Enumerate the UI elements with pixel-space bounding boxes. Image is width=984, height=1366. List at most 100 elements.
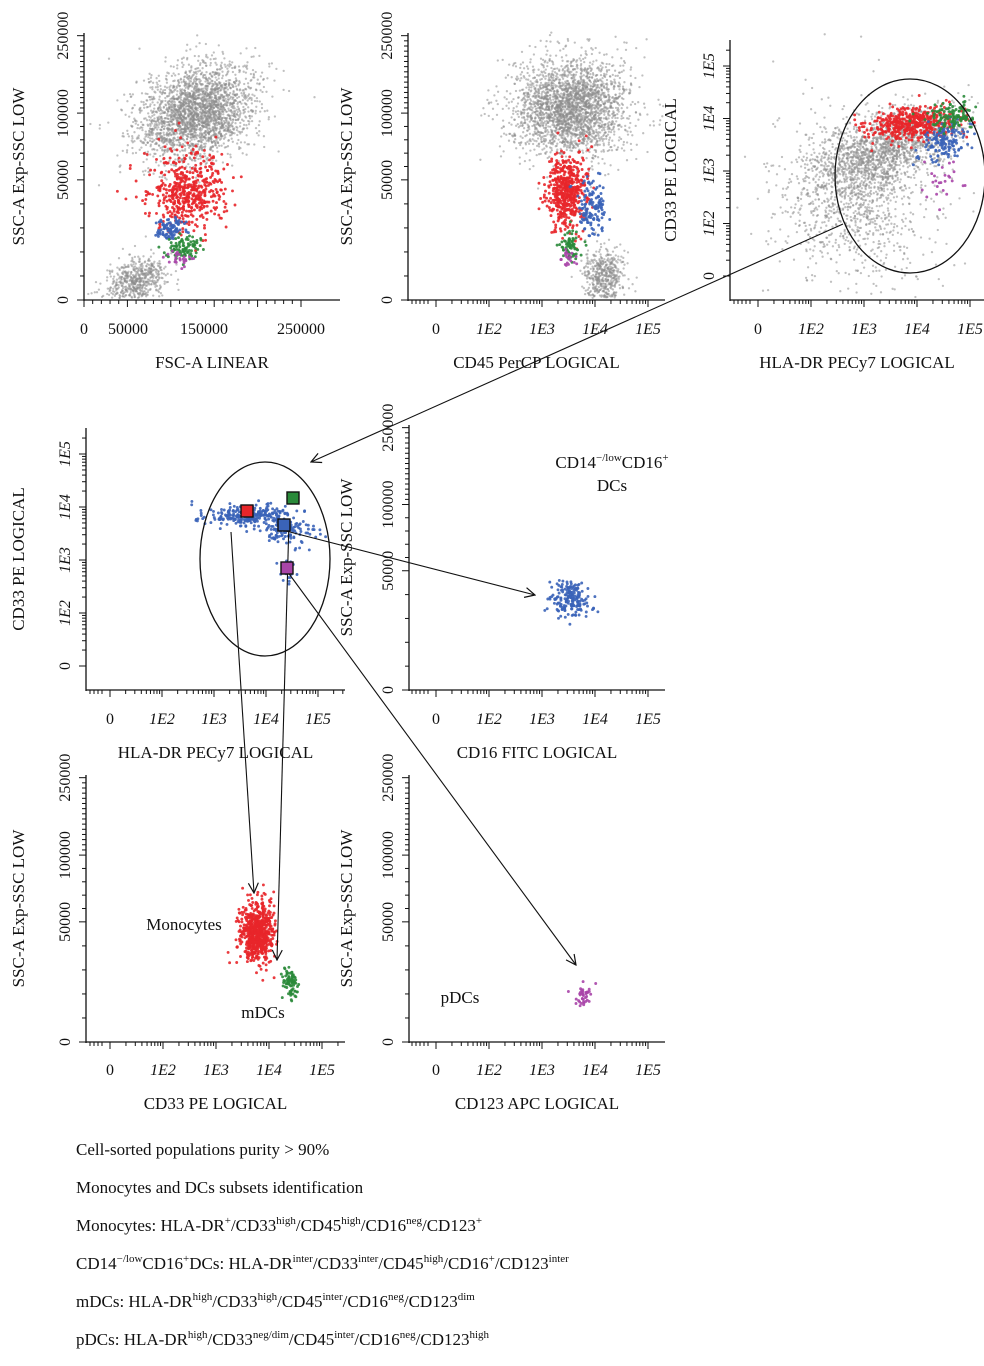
data-point <box>194 145 197 148</box>
data-point <box>155 158 158 161</box>
data-point <box>231 164 233 166</box>
data-point <box>610 131 612 133</box>
data-point <box>251 102 253 104</box>
data-point <box>184 214 187 217</box>
data-point <box>209 72 211 74</box>
data-point <box>154 153 156 155</box>
data-point <box>582 58 584 60</box>
data-point <box>206 169 209 172</box>
data-point <box>156 128 158 130</box>
data-point <box>213 117 215 119</box>
data-point <box>199 106 201 108</box>
data-point <box>192 148 195 151</box>
data-point <box>173 153 175 155</box>
data-point <box>129 275 131 277</box>
data-point <box>168 107 170 109</box>
data-point <box>151 193 154 196</box>
data-point <box>200 174 203 177</box>
data-point <box>127 271 129 273</box>
data-point <box>166 148 168 150</box>
data-point <box>199 153 201 155</box>
data-point <box>259 110 261 112</box>
data-point <box>176 87 178 89</box>
data-point <box>591 165 593 167</box>
data-point <box>160 122 162 124</box>
data-point <box>231 67 233 69</box>
data-point <box>201 115 203 117</box>
data-point <box>179 259 182 262</box>
data-point <box>178 114 180 116</box>
data-point <box>145 130 147 132</box>
data-point <box>142 284 144 286</box>
data-point <box>591 157 593 159</box>
data-point <box>540 138 542 140</box>
data-point <box>521 51 523 53</box>
data-point <box>205 185 208 188</box>
data-point <box>189 48 191 50</box>
data-point <box>120 282 122 284</box>
data-point <box>630 131 632 133</box>
data-point <box>133 118 135 120</box>
data-point <box>488 115 490 117</box>
data-point <box>164 184 167 187</box>
data-point <box>151 275 153 277</box>
data-point <box>108 270 110 272</box>
data-point <box>171 142 173 144</box>
data-point <box>130 96 132 98</box>
data-point <box>190 209 193 212</box>
data-point <box>203 126 205 128</box>
data-point <box>228 79 230 81</box>
data-point <box>215 127 217 129</box>
data-point <box>198 181 200 183</box>
data-point <box>239 101 241 103</box>
data-point <box>141 277 143 279</box>
data-point <box>160 119 162 121</box>
data-point <box>164 149 166 151</box>
data-point <box>142 141 144 143</box>
data-point <box>161 231 164 234</box>
data-point <box>264 110 266 112</box>
data-point <box>132 107 134 109</box>
data-point <box>145 99 147 101</box>
data-point <box>132 141 134 143</box>
data-point <box>480 114 482 116</box>
data-point <box>198 149 200 151</box>
data-point <box>127 144 129 146</box>
data-point <box>129 279 131 281</box>
data-point <box>126 130 128 132</box>
data-point <box>180 194 183 197</box>
data-point <box>193 135 195 137</box>
data-point <box>505 77 507 79</box>
data-point <box>177 59 179 61</box>
data-point <box>147 106 149 108</box>
data-point <box>154 91 156 93</box>
data-point <box>552 77 554 79</box>
data-point <box>148 96 150 98</box>
data-point <box>150 268 152 270</box>
data-point <box>160 116 162 118</box>
data-point <box>199 128 201 130</box>
data-point <box>257 79 259 81</box>
data-point <box>229 129 231 131</box>
data-point <box>185 210 188 213</box>
data-point <box>518 142 520 144</box>
data-point <box>130 271 132 273</box>
data-point <box>191 176 194 179</box>
data-point <box>213 113 215 115</box>
data-point <box>177 222 180 225</box>
data-point <box>160 292 162 294</box>
data-point <box>255 71 257 73</box>
data-point <box>215 86 217 88</box>
data-point <box>150 256 152 258</box>
data-point <box>558 79 560 81</box>
data-point <box>235 126 237 128</box>
data-point <box>199 64 201 66</box>
data-point <box>225 80 227 82</box>
data-point <box>172 188 175 191</box>
data-point <box>131 289 133 291</box>
data-point <box>234 110 236 112</box>
data-point <box>218 121 220 123</box>
data-point <box>236 142 238 144</box>
data-point <box>138 48 140 50</box>
data-point <box>200 214 203 217</box>
